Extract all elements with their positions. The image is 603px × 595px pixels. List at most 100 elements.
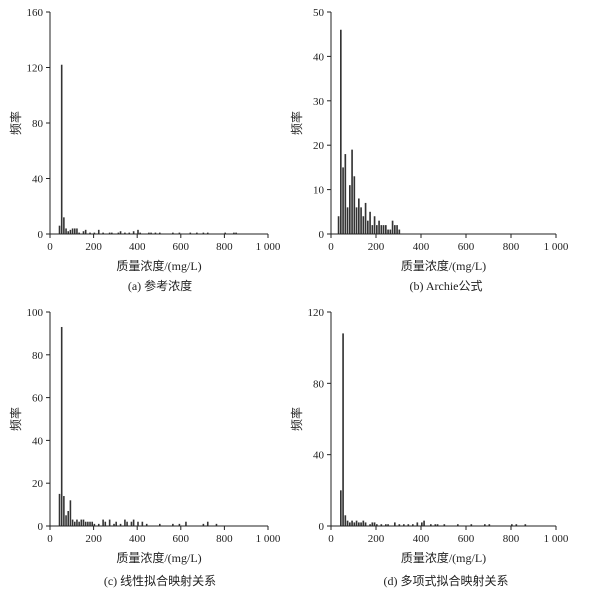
panel-c-bar [87,521,89,526]
panel-d-bar [362,520,365,526]
panel-a-bar [84,229,87,234]
panel-c-bar [215,523,218,526]
panel-c-bar [185,521,187,526]
panel-a-bar [137,229,139,234]
panel-d-bar [484,524,486,526]
panel-c-bar [78,521,80,526]
panel-d-bar [430,524,432,526]
panel-b-bar [344,154,347,234]
panel-d-x-axis-label: 质量浓度/(mg/L) [401,550,486,565]
panel-b-bar [340,29,342,235]
panel-d-bar [371,522,374,526]
panel-d-bar [344,515,347,526]
panel-a-bar [93,232,96,234]
panel-c-x-axis-label: 质量浓度/(mg/L) [116,550,201,565]
panel-d-bar [364,522,367,526]
panel-a-caption: (a) 参考浓度 [128,278,192,293]
panel-c: 0 200 400 600 800 1 000 0 20 40 60 80 100 质量浓度/(mg/L… [8,307,281,588]
panel-c-bar [113,523,115,526]
panel-c-bar [104,521,107,526]
panel-a-x-tick-label: 800 [216,241,233,253]
panel-c-y-tick-label: 40 [32,435,44,447]
panel-b-bar [364,202,367,234]
panel-c-y-tick-label: 80 [32,350,44,362]
panel-d-y-tick-label: 80 [313,378,325,390]
panel-a-bar [97,229,100,234]
panel-b-bar [371,225,374,234]
panel-d: 0 200 400 600 800 1 000 0 40 80 120 质量浓度/(mg/L) 频率 (… [289,307,569,588]
panel-b-bar [355,207,358,234]
panel-c-bar [145,523,148,526]
panel-a-bar [67,231,70,234]
panel-d-bar [394,522,396,526]
panel-d-x-tick-label: 400 [413,533,430,545]
panel-d-bar [412,524,414,526]
panel-b: 0 200 400 600 800 1 000 0 10 20 30 40 50 质量浓度/(mg/L)… [289,7,569,293]
panel-b-y-tick-label: 50 [313,7,325,19]
panel-c-y-tick-label: 20 [32,478,44,490]
panel-a-bar [148,232,150,234]
panel-d-bar [511,524,513,526]
panel-b-bar [351,149,353,234]
panel-a-bar [172,232,174,234]
panel-d-y-tick-label: 0 [319,521,325,533]
panel-c-bar [132,519,135,526]
panel-c-bar [82,519,85,526]
panel-d-bar [369,524,371,526]
panel-c-bar [141,521,144,526]
panel-a-bar [117,232,120,234]
panel-a-bar [78,232,80,234]
panel-d-bar [360,522,362,526]
panel-a-bar [139,232,141,234]
panel-a-bar [69,229,72,234]
panel-a-bar [233,232,235,234]
panel-b-bar [385,225,387,234]
panel-a-bar [58,225,61,234]
panel-c-bar [124,519,126,526]
panel-a-y-tick-label: 120 [27,63,44,75]
panel-b-bar [396,225,398,234]
panel-a-bar [108,232,111,234]
panel-d-y-axis-label: 频率 [289,407,304,431]
panel-d-bar [380,524,383,526]
panel-d-bar [342,333,344,526]
panel-b-y-tick-label: 0 [319,229,325,241]
panel-a-bar [132,231,135,234]
panel-b-bar [376,225,378,234]
panel-c-bar [159,523,161,526]
panel-d-bar [398,524,401,526]
panel-c-bar [126,521,128,526]
panel-a-bar [119,231,122,234]
panel-c-bar [63,496,65,526]
panel-d-x-tick-label: 600 [458,533,475,545]
panel-c-bar [97,523,100,526]
panel-b-y-tick-label: 10 [313,185,325,197]
panel-a-bar [235,232,237,234]
panel-c-bar [206,521,209,526]
panel-c-caption: (c) 线性拟合映射关系 [104,573,216,588]
panel-b-bar [394,225,396,234]
panel-b-bar [367,220,369,234]
panel-a-x-tick-label: 0 [47,241,53,253]
panel-c-bar [84,521,87,526]
panel-c-bar [71,519,74,526]
panel-a-y-tick-label: 40 [32,174,44,186]
panel-d-bar [351,520,353,526]
panel-b-x-tick-label: 400 [413,241,430,253]
panel-c-x-tick-label: 600 [173,533,190,545]
panel-d-bar [421,522,423,526]
panel-b-x-tick-label: 600 [458,241,475,253]
panel-a-x-tick-label: 1 000 [256,241,281,253]
panel-d-bar [403,524,405,526]
panel-a-bar [89,232,91,234]
panel-c-bar [108,519,111,526]
panel-b-bar [369,211,371,234]
panel-c-x-tick-label: 1 000 [256,533,281,545]
panel-a-bar [150,232,152,234]
panel-d-bar [436,524,439,526]
panel-b-bar [342,167,344,234]
panel-b-bar [360,207,362,234]
panel-b-y-tick-label: 20 [313,140,325,152]
panel-b-bar [387,229,389,234]
